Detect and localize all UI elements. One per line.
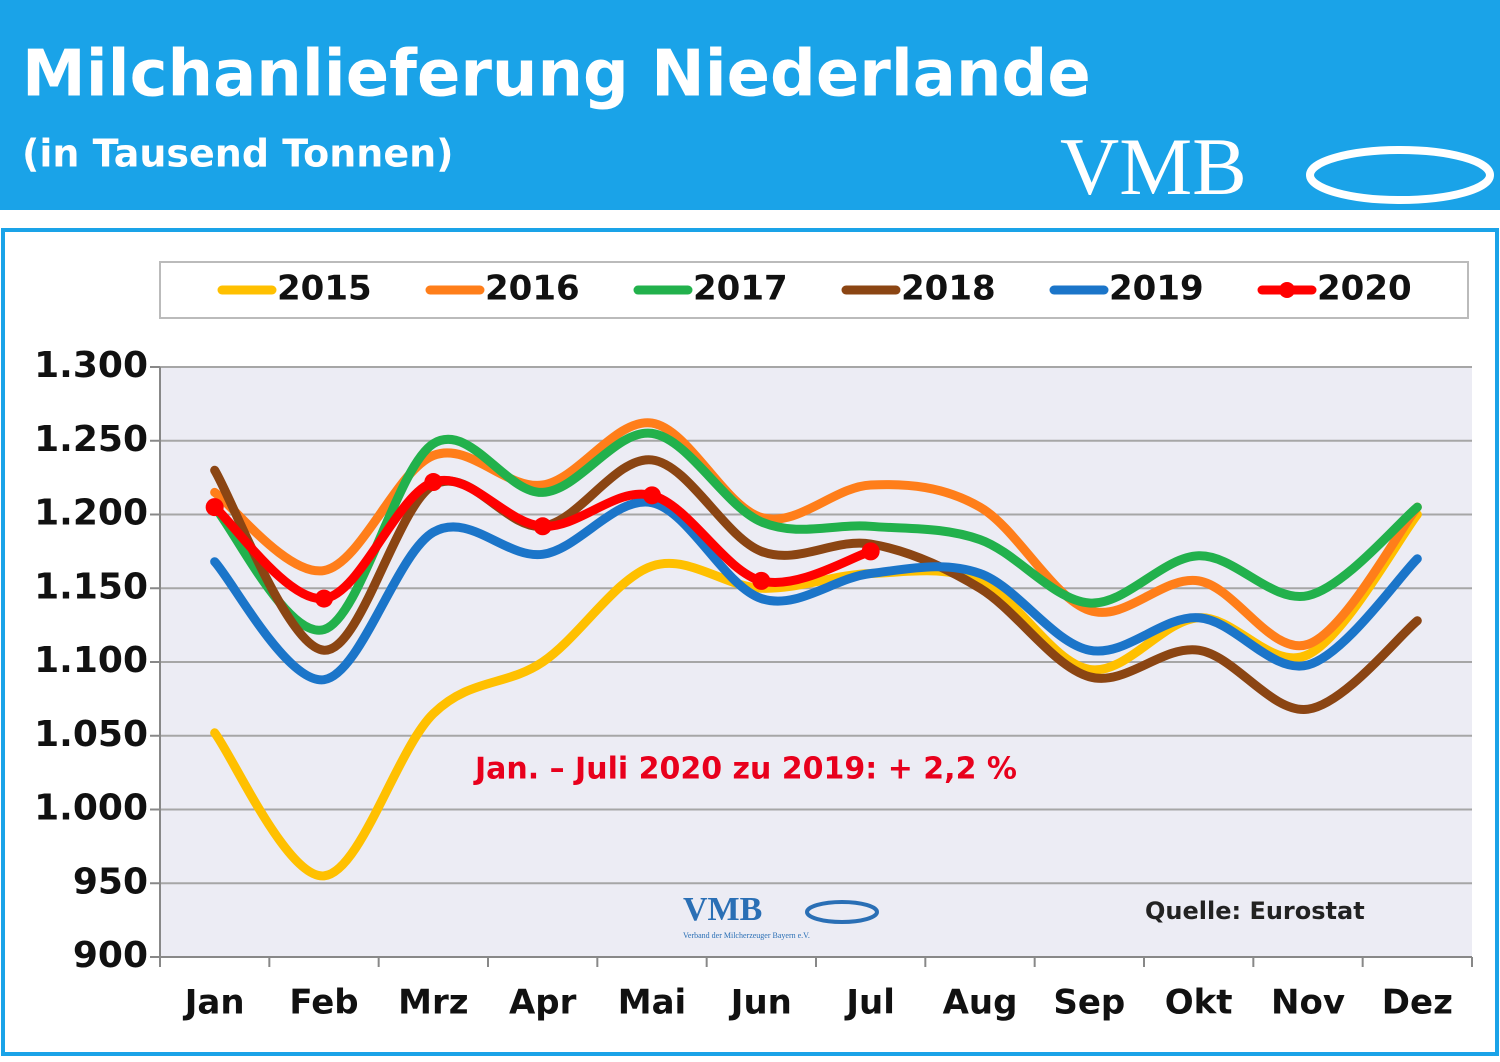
y-tick-label: 1.250 xyxy=(34,419,148,460)
series-line xyxy=(210,497,1422,685)
x-tick-label: Apr xyxy=(509,983,577,1023)
x-tick-label: Mrz xyxy=(398,983,468,1023)
x-tick-label: Feb xyxy=(289,983,358,1023)
point-marker xyxy=(315,589,333,608)
y-tick-label: 1.300 xyxy=(34,345,148,386)
source: Quelle: Eurostat xyxy=(1145,897,1365,925)
chart-subtitle: (in Tausend Tonnen) xyxy=(22,132,454,176)
legend-label: 2017 xyxy=(693,269,788,309)
annotation: Jan. – Juli 2020 zu 2019: + 2,2 % xyxy=(473,752,1017,787)
legend-label: 2019 xyxy=(1109,269,1204,309)
y-tick-label: 1.200 xyxy=(34,493,148,534)
legend-marker xyxy=(1279,282,1295,298)
plot: 900 950 1.000 1.050 1.100 1.150 1.200 1.250 1.30… xyxy=(34,269,1473,1023)
legend-box xyxy=(159,261,1469,319)
chart-title: Milchanlieferung Niederlande xyxy=(22,38,1091,112)
point-marker xyxy=(205,498,224,517)
logo-small-swoosh xyxy=(805,900,879,924)
x-tick-label: Jul xyxy=(844,983,895,1023)
y-tick-label: 1.050 xyxy=(34,714,148,755)
logo: VMB xyxy=(1060,121,1247,212)
x-tick-label: Sep xyxy=(1053,983,1125,1023)
x-tick-label: Nov xyxy=(1271,983,1345,1023)
point-marker xyxy=(424,473,443,492)
x-tick-label: Okt xyxy=(1165,983,1233,1023)
point-marker xyxy=(533,517,552,536)
x-tick-label: Jan xyxy=(183,983,245,1023)
series-line xyxy=(210,428,1422,635)
legend-label: 2018 xyxy=(901,269,996,309)
x-tick-label: Aug xyxy=(943,983,1018,1023)
point-marker xyxy=(752,571,771,590)
x-tick-label: Jun xyxy=(729,983,792,1023)
point-marker xyxy=(861,542,880,561)
legend-label: 2015 xyxy=(277,269,372,309)
logo-small: VMB xyxy=(683,891,762,928)
y-tick-label: 1.150 xyxy=(34,566,148,607)
logo-caption: Verband der Milcherzeuger Bayern e.V. xyxy=(683,931,810,940)
y-tick-label: 1.100 xyxy=(34,640,148,681)
legend-label: 2016 xyxy=(485,269,580,309)
legend-label: 2020 xyxy=(1317,269,1412,309)
y-tick-label: 950 xyxy=(73,861,148,902)
y-tick-label: 900 xyxy=(73,935,148,976)
x-tick-label: Dez xyxy=(1382,983,1453,1023)
point-marker xyxy=(643,486,661,505)
logo-swoosh xyxy=(1306,146,1494,204)
x-tick-label: Mai xyxy=(618,983,686,1023)
series-line xyxy=(210,455,1422,714)
y-tick-label: 1.000 xyxy=(34,788,148,829)
header-band xyxy=(0,0,1500,210)
